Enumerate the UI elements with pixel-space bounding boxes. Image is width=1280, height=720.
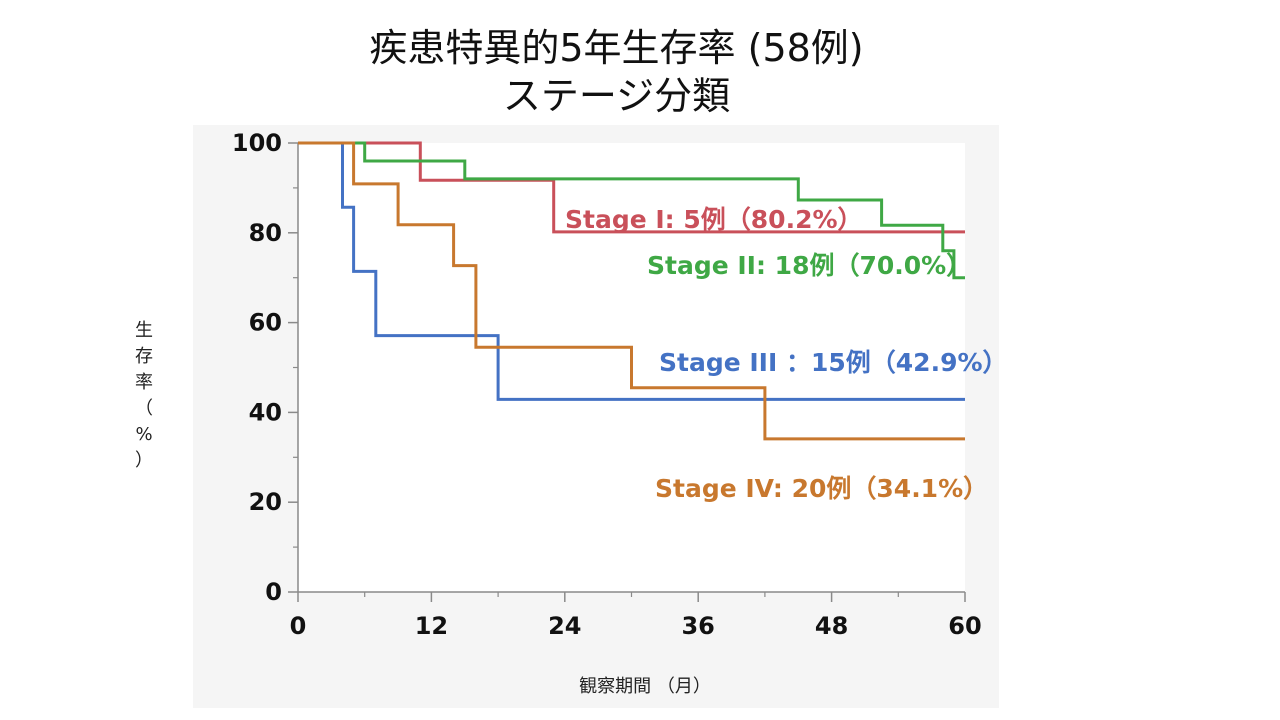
y-tick-label: 60 — [249, 309, 282, 337]
series-line-stage-iii — [298, 141, 965, 401]
y-axis-label-char: （ — [135, 398, 153, 419]
series-label-stage-iv: Stage IV: 20例（34.1%） — [655, 474, 988, 503]
x-tick-label: 0 — [290, 612, 307, 640]
x-tick-label: 24 — [548, 612, 581, 640]
x-tick-label: 36 — [681, 612, 714, 640]
y-axis-label-char: % — [135, 424, 153, 445]
y-tick-label: 100 — [232, 129, 282, 157]
series-line-stage-iv — [298, 141, 965, 441]
chart-title-line-1: 疾患特異的5年生存率 (58例) — [369, 26, 864, 70]
series-line-stage-ii — [298, 141, 965, 280]
series-label-stage-i: Stage I: 5例（80.2%） — [565, 205, 863, 234]
y-axis-label: 生 存 率 （ % ） — [132, 318, 156, 474]
y-tick-label: 80 — [249, 219, 282, 247]
y-axis-label-char: 存 — [135, 346, 153, 367]
y-axis-label-char: ） — [135, 450, 153, 471]
series-label-stage-ii: Stage II: 18例（70.0%） — [647, 251, 971, 280]
x-tick-label: 60 — [948, 612, 981, 640]
y-tick-label: 0 — [265, 578, 282, 606]
series-label-stage-iii: Stage III ：15例（42.9%） — [659, 348, 1008, 377]
chart-title-line-2: ステージ分類 — [502, 74, 731, 118]
x-tick-label: 12 — [415, 612, 448, 640]
y-axis-label-char: 生 — [135, 320, 153, 341]
y-axis-label-char: 率 — [135, 372, 153, 393]
y-tick-label: 40 — [249, 398, 282, 426]
x-tick-label: 48 — [815, 612, 848, 640]
x-axis-label: 観察期間 （月） — [579, 676, 711, 697]
y-tick-label: 20 — [249, 488, 282, 516]
